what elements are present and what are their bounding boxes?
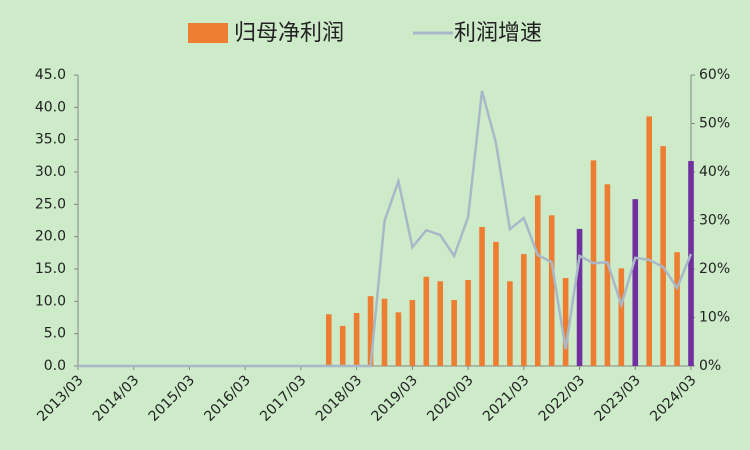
bar bbox=[367, 296, 374, 366]
legend-swatch bbox=[188, 23, 228, 43]
y-tick-label: 5.0 bbox=[44, 326, 66, 342]
y2-tick-label: 20% bbox=[699, 261, 730, 277]
x-tick-label: 2019/03 bbox=[369, 372, 421, 424]
x-tick-label: 2023/03 bbox=[591, 372, 643, 424]
bar bbox=[437, 281, 444, 366]
x-tick-label: 2014/03 bbox=[90, 372, 142, 424]
x-tick-label: 2017/03 bbox=[257, 372, 309, 424]
bar bbox=[562, 278, 569, 366]
bar bbox=[395, 312, 402, 366]
bar bbox=[618, 268, 625, 366]
bar bbox=[688, 161, 694, 366]
bar bbox=[493, 241, 499, 366]
y-tick-label: 20.0 bbox=[35, 229, 66, 245]
x-tick-label: 2013/03 bbox=[34, 372, 86, 424]
bar bbox=[381, 298, 388, 366]
legend-label: 利润增速 bbox=[454, 21, 542, 46]
y-tick-label: 30.0 bbox=[35, 164, 66, 180]
bar bbox=[409, 300, 416, 366]
bar bbox=[534, 195, 541, 366]
bar bbox=[521, 254, 527, 366]
x-tick-label: 2021/03 bbox=[480, 372, 532, 424]
legend-label: 归母净利润 bbox=[234, 21, 344, 46]
y2-tick-label: 50% bbox=[699, 116, 730, 132]
bar bbox=[674, 252, 680, 366]
bar bbox=[632, 199, 639, 366]
line bbox=[78, 90, 693, 368]
y-tick-label: 25.0 bbox=[35, 196, 66, 212]
bar bbox=[325, 314, 332, 366]
y-tick-label: 15.0 bbox=[35, 261, 66, 277]
x-tick-label: 2024/03 bbox=[647, 372, 699, 424]
bar bbox=[451, 300, 457, 366]
bar bbox=[423, 276, 430, 366]
x-tick-label: 2020/03 bbox=[424, 372, 476, 424]
bar bbox=[507, 281, 513, 366]
y2-tick-label: 10% bbox=[699, 310, 730, 326]
y-tick-label: 35.0 bbox=[35, 132, 66, 148]
bar bbox=[465, 279, 471, 366]
y-tick-label: 40.0 bbox=[35, 99, 66, 115]
y-tick-label: 45.0 bbox=[35, 67, 66, 83]
bar bbox=[479, 226, 485, 366]
y2-tick-label: 40% bbox=[699, 164, 730, 180]
bar bbox=[576, 228, 583, 366]
x-tick-label: 2018/03 bbox=[313, 372, 365, 424]
y-tick-label: 0.0 bbox=[44, 358, 66, 374]
bar bbox=[353, 312, 360, 366]
x-tick-label: 2016/03 bbox=[201, 372, 253, 424]
bar bbox=[660, 146, 666, 366]
bar bbox=[646, 116, 653, 367]
bar bbox=[339, 325, 346, 366]
y2-tick-label: 0% bbox=[699, 358, 721, 374]
x-tick-label: 2015/03 bbox=[146, 372, 198, 424]
y2-tick-label: 30% bbox=[699, 213, 730, 229]
bar bbox=[604, 184, 611, 366]
bar bbox=[548, 215, 555, 366]
y-tick-label: 10.0 bbox=[35, 293, 66, 309]
x-tick-label: 2022/03 bbox=[536, 372, 588, 424]
y2-tick-label: 60% bbox=[699, 67, 730, 83]
